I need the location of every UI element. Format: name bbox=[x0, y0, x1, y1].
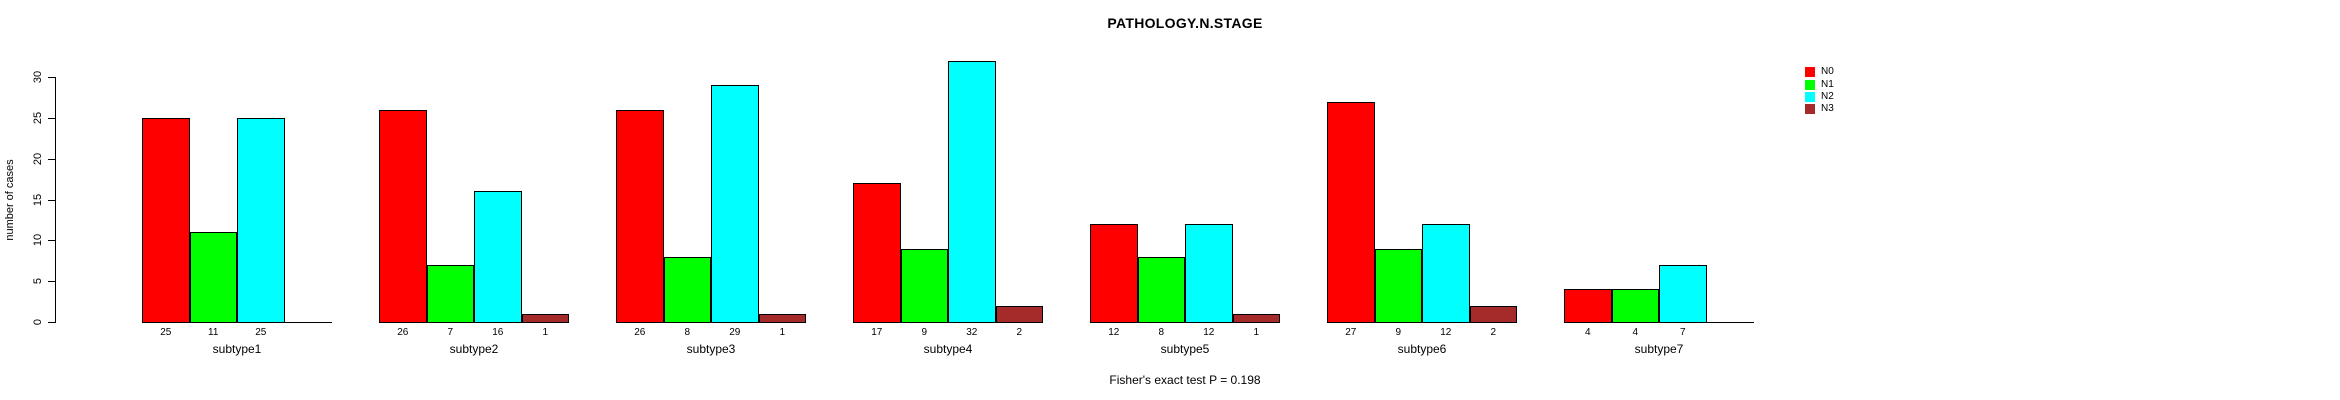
bar-n1-subtype6 bbox=[1374, 248, 1422, 323]
chart-title: PATHOLOGY.N.STAGE bbox=[1107, 15, 1263, 31]
y-tick-mark bbox=[48, 322, 55, 323]
y-tick-mark bbox=[48, 117, 55, 119]
bar-n2-subtype4 bbox=[948, 60, 996, 323]
category-label-subtype6: subtype6 bbox=[1397, 342, 1447, 356]
bar-n2-subtype5 bbox=[1185, 224, 1233, 323]
category-label-subtype7: subtype7 bbox=[1634, 342, 1684, 356]
bar-value-label: 26 bbox=[634, 327, 646, 338]
y-axis-line bbox=[55, 77, 56, 323]
bar-value-label: 12 bbox=[1203, 327, 1215, 338]
bar-n3-subtype2 bbox=[521, 313, 569, 323]
bar-value-label: 29 bbox=[729, 327, 741, 338]
bar-n1-subtype7 bbox=[1611, 289, 1659, 323]
bar-n2-subtype6 bbox=[1422, 224, 1470, 323]
bar-value-label: 12 bbox=[1108, 327, 1120, 338]
y-tick-label: 0 bbox=[32, 318, 44, 326]
y-tick-label: 20 bbox=[32, 152, 44, 165]
bar-n0-subtype2 bbox=[379, 109, 427, 323]
legend-label: N3 bbox=[1821, 103, 1834, 115]
bar-n2-subtype7 bbox=[1659, 264, 1707, 323]
bar-value-label: 11 bbox=[208, 327, 219, 338]
bar-n1-subtype2 bbox=[426, 264, 474, 323]
y-tick-mark bbox=[48, 240, 55, 242]
bar-value-label: 27 bbox=[1345, 327, 1357, 338]
legend-item-n1: N1 bbox=[1805, 78, 1834, 90]
bar-value-label: 32 bbox=[966, 327, 978, 338]
bar-value-label: 25 bbox=[160, 327, 172, 338]
category-label-subtype3: subtype3 bbox=[686, 342, 736, 356]
legend-label: N2 bbox=[1821, 90, 1834, 102]
bar-n0-subtype5 bbox=[1090, 224, 1138, 323]
bar-n2-subtype2 bbox=[474, 191, 522, 323]
y-tick-label: 25 bbox=[32, 111, 44, 124]
bar-n1-subtype5 bbox=[1137, 256, 1185, 323]
bar-n0-subtype3 bbox=[616, 109, 664, 323]
bar-value-label: 4 bbox=[1584, 327, 1591, 338]
bar-n1-subtype1 bbox=[189, 232, 237, 323]
bar-value-label: 9 bbox=[921, 327, 928, 338]
bar-n2-subtype3 bbox=[711, 85, 759, 323]
bar-n0-subtype7 bbox=[1564, 289, 1612, 323]
legend-label: N1 bbox=[1821, 78, 1834, 90]
category-label-subtype5: subtype5 bbox=[1160, 342, 1210, 356]
category-label-subtype1: subtype1 bbox=[212, 342, 262, 356]
y-tick-label: 30 bbox=[32, 70, 44, 84]
bar-value-label: 1 bbox=[542, 327, 549, 338]
bar-n1-subtype3 bbox=[663, 256, 711, 323]
y-tick-mark bbox=[48, 199, 55, 201]
bar-n1-subtype4 bbox=[900, 248, 948, 323]
y-tick-label: 15 bbox=[32, 193, 44, 206]
legend-item-n2: N2 bbox=[1805, 91, 1834, 103]
bar-n3-subtype5 bbox=[1232, 313, 1280, 323]
category-label-subtype2: subtype2 bbox=[449, 342, 499, 356]
category-label-subtype4: subtype4 bbox=[923, 342, 973, 356]
y-tick-mark bbox=[48, 77, 55, 78]
fisher-test-annotation: Fisher's exact test P = 0.198 bbox=[1109, 373, 1261, 387]
bar-value-label: 8 bbox=[1158, 327, 1165, 338]
bar-value-label: 16 bbox=[492, 327, 504, 338]
bar-value-label: 1 bbox=[1253, 327, 1260, 338]
bar-value-label: 2 bbox=[1490, 327, 1497, 338]
bar-n0-subtype4 bbox=[853, 183, 901, 323]
bar-value-label: 26 bbox=[397, 327, 409, 338]
bar-n2-subtype1 bbox=[237, 117, 285, 323]
bar-value-label: 7 bbox=[447, 327, 454, 338]
bar-value-label: 4 bbox=[1632, 327, 1639, 338]
bar-n0-subtype1 bbox=[142, 117, 190, 323]
bar-value-label: 17 bbox=[871, 327, 883, 338]
legend-item-n3: N3 bbox=[1805, 103, 1834, 115]
legend-item-n0: N0 bbox=[1805, 66, 1834, 78]
bar-n3-subtype4 bbox=[995, 305, 1043, 323]
y-tick-mark bbox=[48, 158, 55, 160]
bar-value-label: 25 bbox=[255, 327, 267, 338]
legend-label: N0 bbox=[1821, 66, 1834, 78]
y-tick-mark bbox=[48, 281, 55, 283]
bar-value-label: 2 bbox=[1016, 327, 1023, 338]
legend-swatch-n2 bbox=[1805, 91, 1815, 102]
y-axis-label: number of cases bbox=[4, 159, 16, 241]
bar-value-label: 7 bbox=[1679, 327, 1686, 338]
bar-value-label: 1 bbox=[779, 327, 786, 338]
bar-value-label: 9 bbox=[1395, 327, 1402, 338]
legend-swatch-n1 bbox=[1805, 79, 1815, 90]
legend: N0 N1 N2 N3 bbox=[1805, 66, 1834, 116]
bar-value-label: 8 bbox=[684, 327, 691, 338]
legend-swatch-n0 bbox=[1805, 67, 1815, 78]
bar-n3-subtype3 bbox=[758, 313, 806, 323]
y-tick-label: 10 bbox=[32, 234, 44, 247]
bar-value-label: 12 bbox=[1440, 327, 1452, 338]
y-tick-label: 5 bbox=[32, 278, 44, 285]
bar-n3-subtype6 bbox=[1469, 305, 1517, 323]
bar-n0-subtype6 bbox=[1327, 101, 1375, 323]
legend-swatch-n3 bbox=[1805, 104, 1815, 115]
